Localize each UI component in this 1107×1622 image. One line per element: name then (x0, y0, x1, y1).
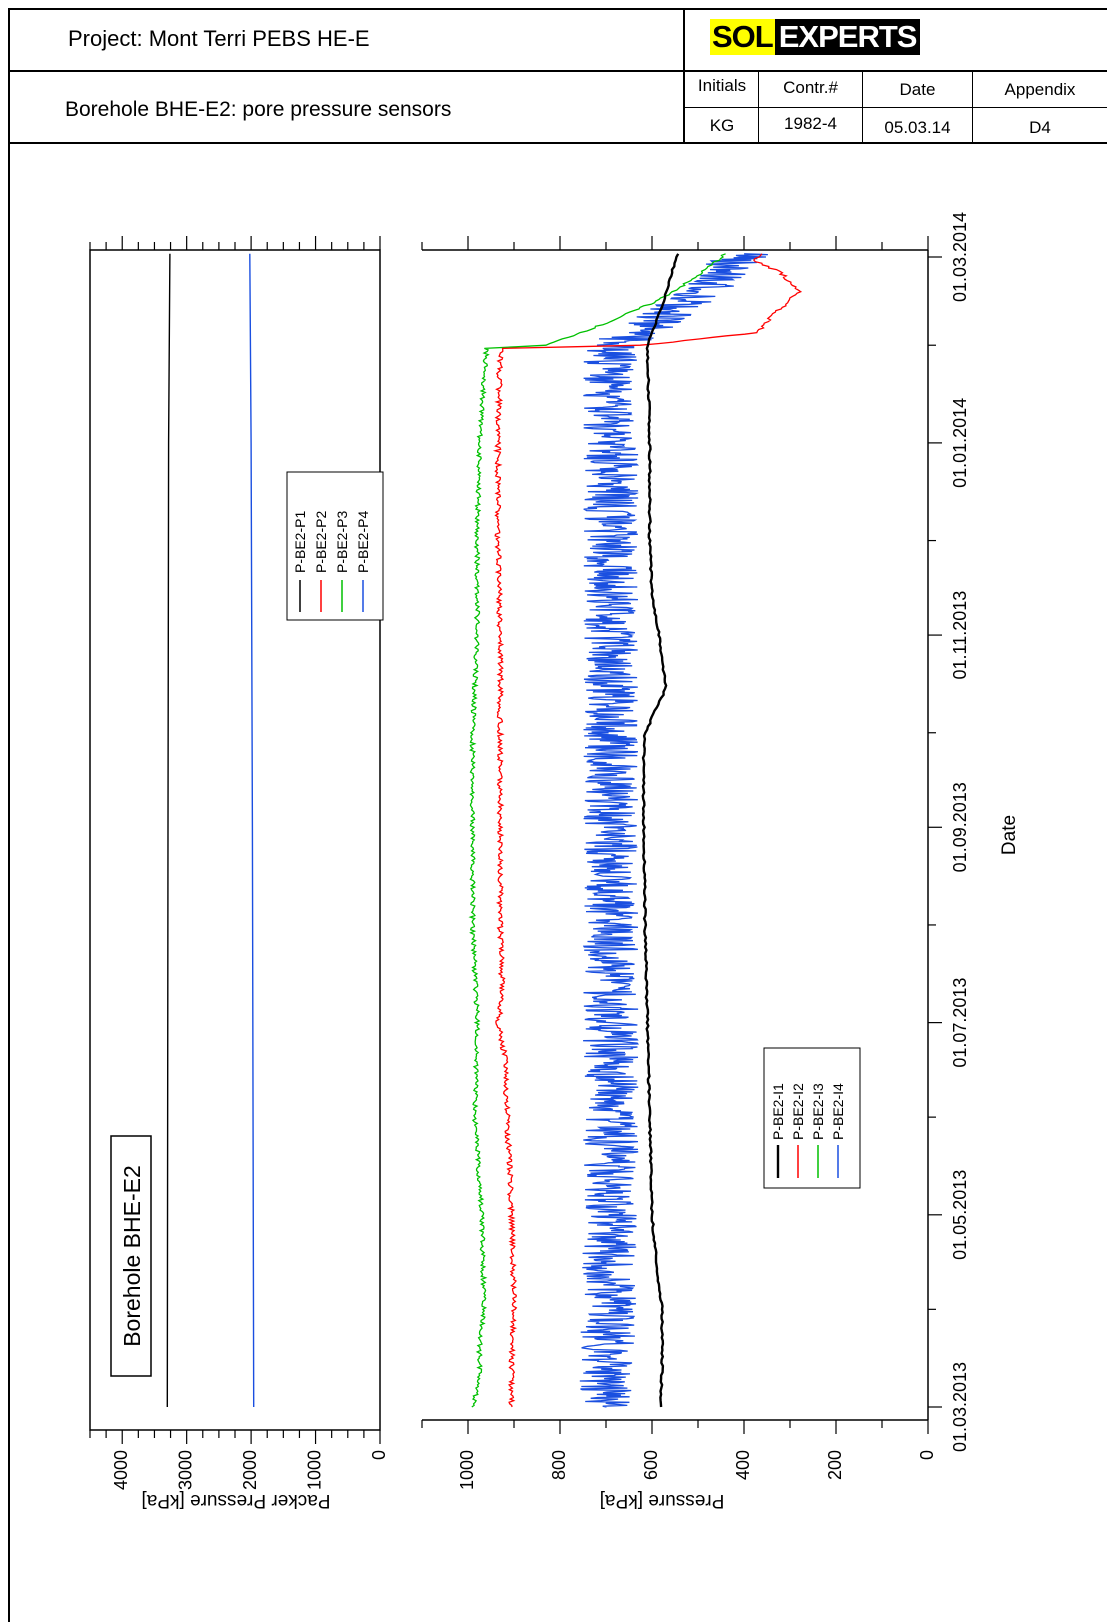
packer-series (166, 253, 255, 1408)
header-table-col-3 (972, 70, 973, 143)
pore-x-axis-label: Date (999, 815, 1020, 855)
packer-y-axis-label: Packer Pressure [kPa] (141, 1490, 330, 1511)
header-bottom-border (8, 142, 1107, 144)
company-logo: SOL EXPERTS (710, 19, 921, 55)
pore-y-tick-label: 800 (549, 1450, 569, 1480)
pore-y-tick-label: 600 (641, 1450, 661, 1480)
pore-series-line (579, 253, 768, 1408)
header-cell-contract: Contr.# (783, 78, 838, 97)
pore-series (468, 253, 803, 1408)
pore-date-tick-label: 01.03.2013 (950, 1362, 970, 1452)
packer-series-line (249, 253, 255, 1408)
header-cell-date: Date (899, 80, 936, 99)
pore-legend-entry: P-BE2-I1 (770, 1083, 786, 1140)
page-subtitle: Borehole BHE-E2: pore pressure sensors (65, 98, 452, 121)
pore-legend-entry: P-BE2-I2 (790, 1083, 806, 1140)
pore-y-tick-label: 200 (825, 1450, 845, 1480)
pore-date-tick-label: 01.11.2013 (950, 591, 970, 680)
pore-y-axis-label: Pressure [kPa] (600, 1490, 725, 1511)
packer-y-tick-labels: 0 1000 2000 3000 4000 (111, 1450, 389, 1490)
header-divider (8, 70, 1107, 72)
pore-legend: P-BE2-I1 P-BE2-I2 P-BE2-I3 P-BE2-I4 (763, 1047, 861, 1189)
project-title: Project: Mont Terri PEBS HE-E (68, 26, 370, 51)
pore-date-tick-label: 01.09.2013 (950, 782, 970, 872)
pore-series-line (492, 253, 803, 1408)
packer-y-tick-label: 4000 (111, 1450, 131, 1490)
packer-legend-entry: P-BE2-P3 (334, 511, 350, 573)
header-table-row-divider (683, 107, 1107, 108)
pore-date-tick-label: 01.03.2014 (950, 212, 970, 302)
packer-y-tick-label: 0 (369, 1450, 389, 1460)
value-contract: 1982-4 (784, 114, 837, 133)
pore-legend-box (763, 1047, 861, 1189)
borehole-annotation: Borehole BHE-E2 (110, 1135, 152, 1377)
pore-y-tick-label: 1000 (457, 1450, 477, 1490)
pore-legend-entry: P-BE2-I3 (810, 1083, 826, 1140)
packer-y-tick-label: 1000 (304, 1450, 324, 1490)
logo-part-sol: SOL (710, 19, 775, 55)
packer-y-tick-label: 2000 (240, 1450, 260, 1490)
pore-date-tick-label: 01.05.2013 (950, 1170, 970, 1260)
header-column-divider (683, 8, 685, 143)
packer-legend-entry: P-BE2-P2 (313, 511, 329, 573)
header-cell-initials: Initials (697, 76, 747, 95)
value-date: 05.03.14 (884, 118, 951, 137)
packer-legend-entry: P-BE2-P1 (292, 511, 308, 573)
pore-date-tick-label: 01.07.2013 (950, 978, 970, 1068)
pore-date-tick-labels: 01.03.2013 01.05.2013 01.07.2013 01.09.2013… (950, 212, 970, 1452)
borehole-annotation-text: Borehole BHE-E2 (119, 1165, 145, 1347)
packer-series-line (166, 253, 171, 1408)
pore-series-line (641, 253, 680, 1408)
value-initials: KG (709, 116, 735, 135)
packer-axis-ticks (89, 236, 381, 1444)
header-table-col-2 (862, 70, 863, 143)
pore-date-tick-label: 01.01.2014 (950, 398, 970, 488)
pore-axis-ticks (421, 236, 942, 1434)
value-appendix: D4 (1029, 118, 1051, 137)
pore-y-tick-label: 400 (733, 1450, 753, 1480)
packer-y-tick-label: 3000 (175, 1450, 195, 1490)
pore-y-tick-label: 0 (917, 1450, 937, 1460)
pore-y-tick-labels: 0 200 400 600 800 1000 (457, 1450, 937, 1490)
pore-legend-entry: P-BE2-I4 (830, 1083, 846, 1140)
header-table-col-1 (758, 70, 759, 143)
packer-legend: P-BE2-P1 P-BE2-P2 P-BE2-P3 P-BE2-P4 (286, 471, 384, 621)
header-cell-appendix: Appendix (1004, 80, 1076, 99)
borehole-annotation-box (110, 1135, 152, 1377)
pore-series-line (468, 253, 726, 1408)
logo-part-experts: EXPERTS (774, 19, 921, 55)
page-frame (8, 8, 1107, 1622)
packer-legend-box (286, 471, 384, 621)
packer-legend-entry: P-BE2-P4 (355, 511, 371, 573)
